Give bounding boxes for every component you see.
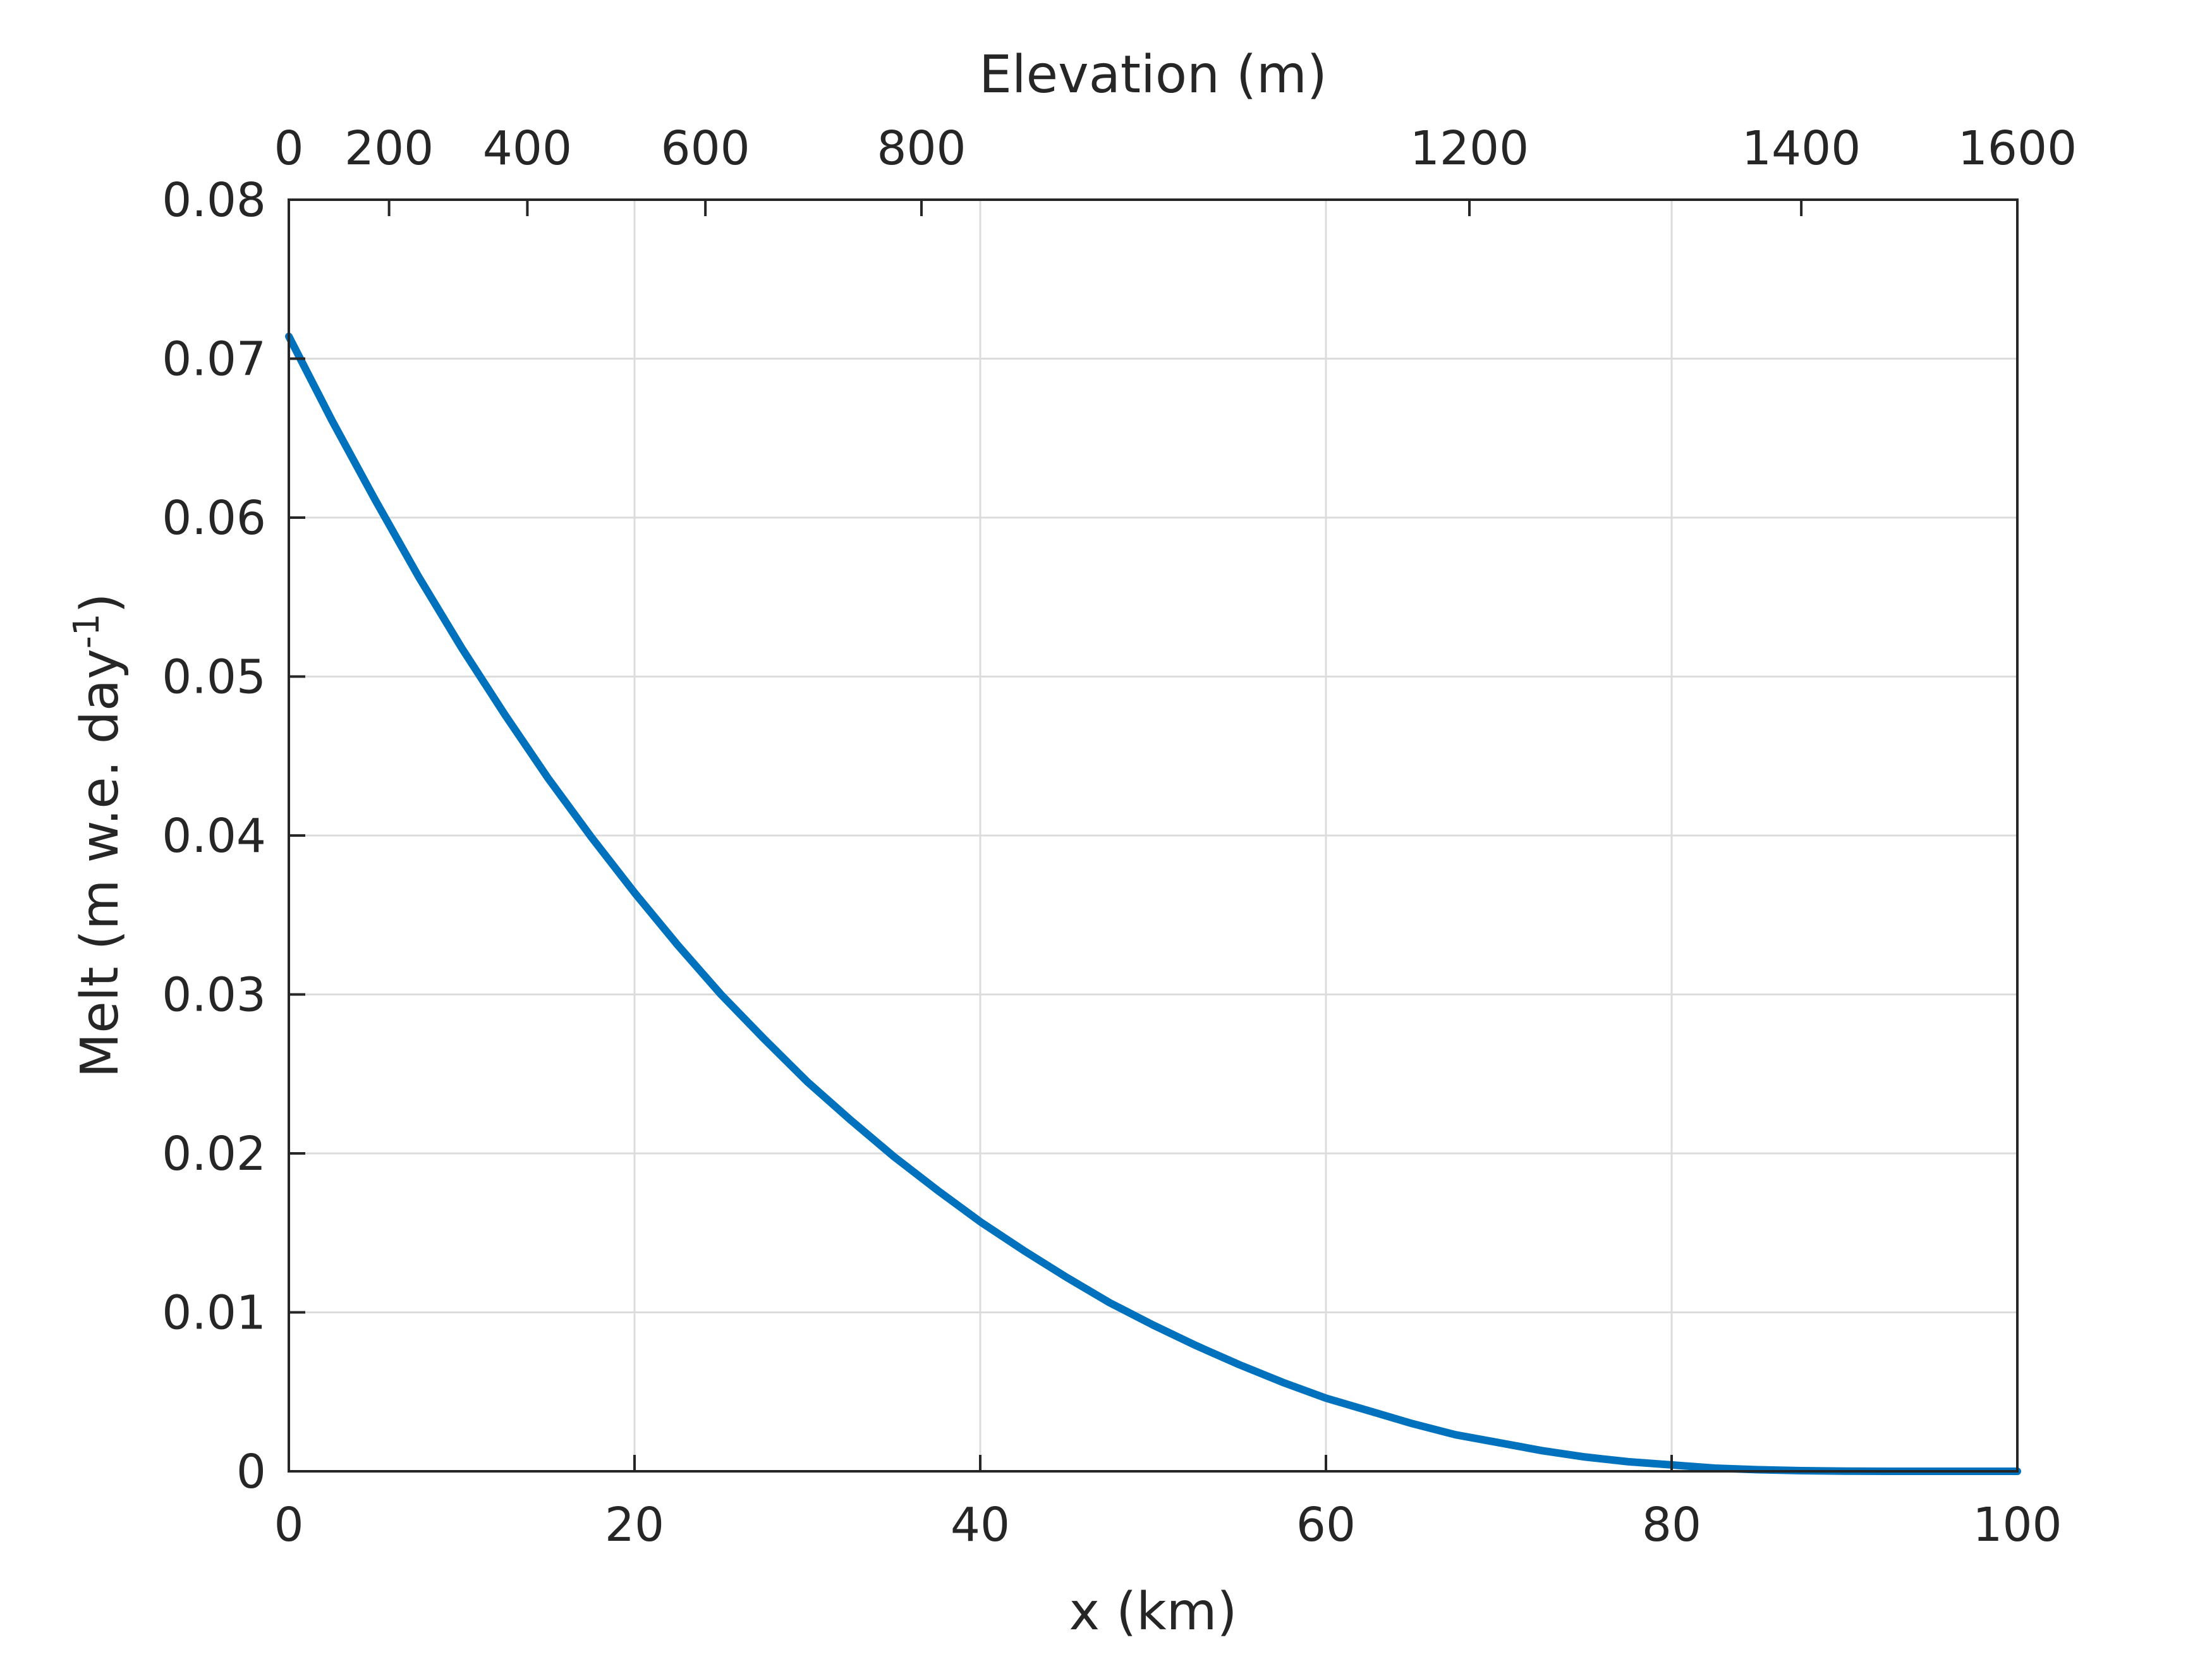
- x-tick-label: 60: [1296, 1498, 1356, 1552]
- y-tick-label: 0.05: [162, 650, 266, 705]
- x-tick-label: 40: [951, 1498, 1010, 1552]
- tick-labels: 0 20 40 60 80 100 0 0.01 0.02 0.03 0.04 0.05 0.06 0.0…: [162, 121, 2077, 1552]
- grid: [289, 200, 2017, 1471]
- top-tick-label: 600: [661, 121, 750, 176]
- y-axis-label-superscript: -1: [66, 614, 107, 649]
- top-tick-label: 800: [877, 121, 966, 176]
- tick-marks: [288, 198, 2019, 1473]
- y-tick-label: 0.04: [162, 809, 266, 863]
- top-tick-label: 1400: [1742, 121, 1861, 176]
- y-tick-label: 0.03: [162, 968, 266, 1023]
- top-x-axis-label: Elevation (m): [979, 45, 1327, 105]
- x-axis-label: x (km): [1069, 1582, 1237, 1642]
- y-tick-label: 0.06: [162, 491, 266, 545]
- x-tick-label: 100: [1972, 1498, 2062, 1552]
- top-tick-label: 1200: [1410, 121, 1529, 176]
- top-tick-label: 0: [274, 121, 303, 176]
- y-tick-label: 0.08: [162, 173, 266, 228]
- top-tick-label: 1600: [1958, 121, 2077, 176]
- series-layer: [285, 332, 2021, 1475]
- melt-series-line: [285, 332, 2021, 1475]
- top-tick-label: 400: [483, 121, 572, 176]
- y-tick-label: 0.07: [162, 332, 266, 387]
- y-axis-label-close: ): [70, 593, 130, 614]
- y-tick-label: 0: [236, 1445, 266, 1499]
- y-axis-label-main: Melt (m w.e. day: [70, 648, 130, 1078]
- top-tick-label: 200: [344, 121, 434, 176]
- x-tick-label: 20: [605, 1498, 664, 1552]
- y-axis-label: Melt (m w.e. day-1): [66, 593, 130, 1078]
- x-tick-label: 0: [274, 1498, 303, 1552]
- y-tick-label: 0.01: [162, 1286, 266, 1340]
- y-tick-label: 0.02: [162, 1127, 266, 1181]
- x-tick-label: 80: [1642, 1498, 1701, 1552]
